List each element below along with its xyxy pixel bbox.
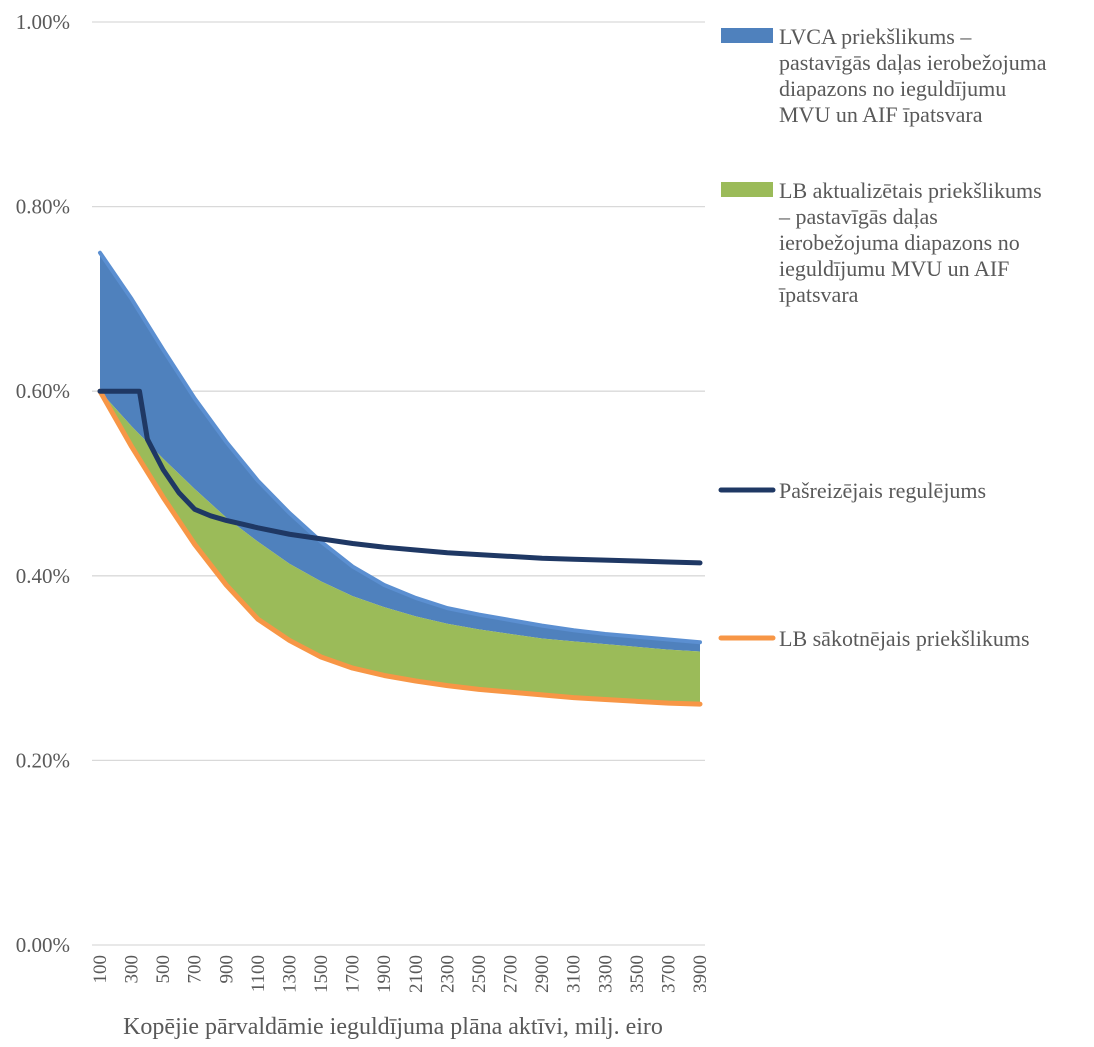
x-tick-label: 3700 bbox=[658, 955, 679, 993]
legend: LVCA priekšlikums – pastavīgās daļas iero… bbox=[718, 24, 1047, 651]
x-tick-label: 2500 bbox=[469, 955, 490, 993]
band-area-0 bbox=[100, 252, 700, 652]
x-tick-label: 3300 bbox=[595, 955, 616, 993]
y-tick-label: 0.00% bbox=[16, 933, 70, 957]
legend-item-0: LVCA priekšlikums – pastavīgās daļas iero… bbox=[721, 24, 1047, 127]
x-tick-label: 100 bbox=[90, 955, 111, 984]
y-tick-label: 0.40% bbox=[16, 564, 70, 588]
y-tick-label: 1.00% bbox=[16, 10, 70, 34]
y-tick-label: 0.20% bbox=[16, 748, 70, 772]
legend-label: Pašreizējais regulējums bbox=[779, 478, 986, 503]
x-tick-label: 2100 bbox=[406, 955, 427, 993]
legend-item-3: LB sākotnējais priekšlikums bbox=[718, 626, 1030, 651]
band-upper-line-0 bbox=[98, 250, 702, 645]
x-tick-label: 3500 bbox=[627, 955, 648, 993]
band-area-1 bbox=[100, 391, 700, 705]
x-tick-label: 1500 bbox=[311, 955, 332, 993]
legend-label: LVCA priekšlikums – pastavīgās daļas iero… bbox=[779, 24, 1047, 127]
legend-swatch bbox=[721, 28, 773, 43]
legend-label: LB aktualizētais priekšlikums – pastavīgā… bbox=[778, 178, 1042, 307]
series-line-1 bbox=[97, 388, 703, 566]
x-axis-ticks: 100 300 500 700 900 1100 1300 1500 1700 1900 2100 2… bbox=[90, 955, 711, 993]
gridlines bbox=[92, 21, 705, 946]
y-tick-label: 0.80% bbox=[16, 195, 70, 219]
y-tick-label: 0.60% bbox=[16, 379, 70, 403]
x-tick-label: 1300 bbox=[279, 955, 300, 993]
x-tick-label: 500 bbox=[153, 955, 174, 984]
x-tick-label: 3900 bbox=[690, 955, 711, 993]
x-tick-label: 300 bbox=[122, 955, 143, 984]
series-line-0 bbox=[97, 388, 703, 707]
x-tick-label: 2900 bbox=[532, 955, 553, 993]
legend-item-2: Pašreizējais regulējums bbox=[718, 478, 986, 503]
area-bands bbox=[98, 250, 702, 705]
legend-swatch bbox=[721, 182, 773, 197]
y-axis-ticks: 0.00% 0.20% 0.40% 0.60% 0.80% 1.00% bbox=[16, 10, 70, 957]
x-tick-label: 2700 bbox=[501, 955, 522, 993]
x-axis-label: Kopējie pārvaldāmie ieguldījuma plāna ak… bbox=[123, 1014, 663, 1040]
series-lines bbox=[97, 388, 703, 707]
x-tick-label: 900 bbox=[216, 955, 237, 984]
legend-label: LB sākotnējais priekšlikums bbox=[779, 626, 1030, 651]
x-tick-label: 700 bbox=[185, 955, 206, 984]
legend-item-1: LB aktualizētais priekšlikums – pastavīgā… bbox=[721, 178, 1042, 307]
x-tick-label: 1700 bbox=[343, 955, 364, 993]
x-tick-label: 2300 bbox=[437, 955, 458, 993]
x-tick-label: 1900 bbox=[374, 955, 395, 993]
x-tick-label: 3100 bbox=[564, 955, 585, 993]
x-tick-label: 1100 bbox=[248, 955, 269, 992]
